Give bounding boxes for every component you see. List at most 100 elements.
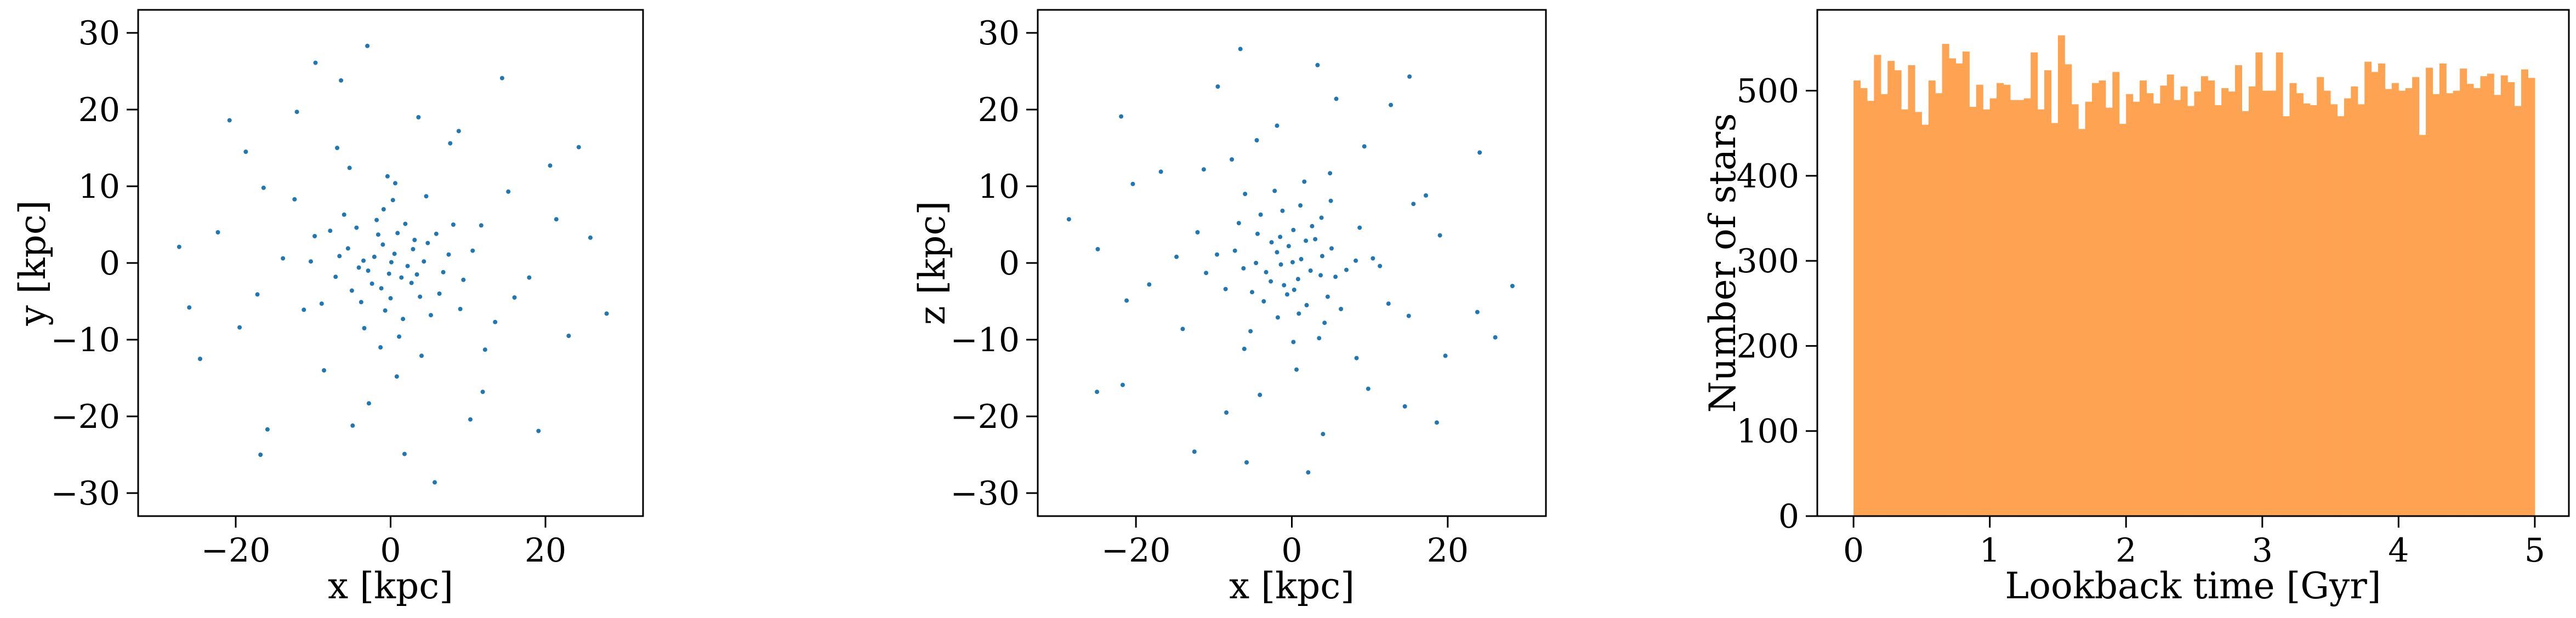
bar [2528, 78, 2535, 516]
bar [2439, 63, 2447, 516]
bar [2133, 101, 2140, 516]
point [1371, 256, 1375, 261]
bar [2262, 90, 2270, 516]
point [480, 390, 485, 394]
bar [2507, 82, 2515, 516]
point [416, 115, 421, 119]
bar [2412, 77, 2420, 516]
bar [2494, 95, 2501, 516]
point [1230, 157, 1235, 162]
bar [2023, 98, 2031, 516]
point [425, 241, 430, 245]
y-axis-label: y [kpc] [12, 201, 54, 327]
point [388, 296, 393, 301]
point [493, 319, 498, 324]
y-tick-label: 30 [78, 14, 120, 53]
bar [2166, 75, 2174, 516]
bar [2194, 91, 2202, 516]
bar [2085, 101, 2092, 516]
bar [2017, 100, 2025, 516]
point [576, 145, 581, 150]
y-tick-label: −20 [50, 398, 120, 436]
y-tick-label: 20 [978, 91, 1020, 129]
point [294, 110, 299, 115]
point [1302, 179, 1307, 184]
point [1389, 102, 1394, 107]
point [1147, 282, 1152, 287]
bar [2378, 63, 2385, 516]
point [409, 281, 414, 285]
point [399, 275, 404, 280]
x-tick-label: 2 [2116, 531, 2136, 570]
bar [2398, 90, 2406, 516]
point [1477, 150, 1482, 155]
bar [1860, 88, 1868, 516]
bar [2385, 89, 2392, 516]
bar [2051, 123, 2058, 516]
point [401, 317, 406, 322]
point [356, 265, 361, 270]
bar [2119, 124, 2126, 516]
point [392, 251, 397, 256]
bar [2419, 135, 2426, 516]
point [1291, 340, 1296, 345]
point [414, 272, 419, 277]
point [359, 300, 363, 305]
point [419, 353, 424, 358]
point [328, 228, 333, 233]
y-tick-label: −10 [950, 321, 1020, 359]
point [313, 60, 318, 65]
axes-frame [1816, 9, 2570, 517]
bar [1955, 63, 1963, 516]
point [1272, 188, 1277, 193]
point [386, 271, 391, 276]
bar [1969, 107, 1977, 516]
bar [2364, 61, 2372, 516]
point [319, 301, 324, 306]
point [215, 230, 220, 234]
point [1095, 390, 1100, 394]
point [1195, 230, 1200, 234]
bar [2208, 80, 2215, 516]
point [1298, 203, 1303, 208]
point [255, 292, 260, 297]
x-tick-label: 5 [2524, 531, 2545, 570]
point [482, 347, 487, 352]
point [1242, 346, 1247, 351]
point [1241, 266, 1246, 271]
point [1201, 167, 1206, 172]
point [446, 252, 451, 257]
bar [1942, 44, 1949, 516]
bar [2180, 86, 2188, 516]
bar [2289, 83, 2297, 516]
subplot: −20 0 20 −30 −20 −10 0 10 20 30 x [kpc] y [kpc] [12, 9, 644, 607]
bar [2514, 106, 2522, 516]
point [1192, 449, 1197, 454]
point [369, 281, 374, 286]
point [1120, 382, 1125, 387]
bar [1867, 101, 1874, 516]
bar [2357, 104, 2365, 516]
point [1294, 367, 1299, 372]
point [1232, 248, 1237, 253]
bar [2099, 80, 2106, 516]
bar [2351, 86, 2358, 516]
point [1315, 62, 1320, 67]
point [1258, 392, 1263, 397]
point [479, 223, 484, 228]
bar [2487, 73, 2494, 516]
point [362, 326, 367, 330]
point [527, 275, 532, 280]
point [1339, 307, 1344, 311]
point [1328, 198, 1333, 203]
point [1284, 292, 1289, 297]
point [428, 313, 433, 318]
bar [2140, 80, 2147, 516]
point [1204, 271, 1209, 276]
point [1402, 404, 1407, 409]
point [1124, 298, 1129, 303]
bar [1976, 84, 1983, 516]
bar [1887, 61, 1895, 516]
point [376, 232, 380, 237]
point [1407, 74, 1412, 79]
